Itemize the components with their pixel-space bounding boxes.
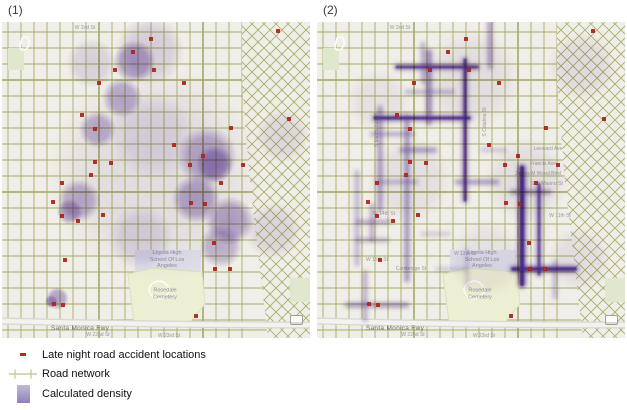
legend-item-accidents: Late night road accident locations <box>4 345 206 364</box>
accident-dot <box>518 202 522 206</box>
accident-dot <box>375 181 379 185</box>
accident-dot <box>424 161 428 165</box>
accident-dot <box>367 302 371 306</box>
accident-dot <box>172 143 176 147</box>
accident-dot <box>504 201 508 205</box>
accident-dot <box>591 29 595 33</box>
accident-dot <box>63 258 67 262</box>
map-panel-1: W 2nd St Loyola High School Of Los Angele… <box>2 22 310 338</box>
accident-dot <box>101 213 105 217</box>
accident-dot <box>201 154 205 158</box>
accident-dot <box>408 127 412 131</box>
legend-item-density: Calculated density <box>4 383 206 405</box>
accident-dot <box>412 81 416 85</box>
accident-dot <box>467 68 471 72</box>
accident-dot <box>131 50 135 54</box>
accident-point-icon <box>20 353 26 356</box>
basemap-corner-icon <box>605 315 618 325</box>
density-gradient-icon <box>16 385 30 403</box>
accident-dot <box>189 201 193 205</box>
legend-label-road-network: Road network <box>42 367 110 380</box>
legend-label-accidents: Late night road accident locations <box>42 348 206 361</box>
accident-dot <box>408 160 412 164</box>
accident-dot <box>52 302 56 306</box>
accident-dot <box>203 202 207 206</box>
accident-dot <box>194 314 198 318</box>
accident-dot <box>229 126 233 130</box>
accident-dot <box>464 37 468 41</box>
accident-dot <box>182 81 186 85</box>
accident-dot <box>376 303 380 307</box>
accident-dot <box>416 213 420 217</box>
panel-2-label: (2) <box>323 3 338 17</box>
accident-dot <box>528 267 532 271</box>
legend-label-density: Calculated density <box>42 388 132 400</box>
accident-dot <box>503 163 507 167</box>
accident-dot <box>404 173 408 177</box>
accident-dot <box>446 50 450 54</box>
accident-dot <box>113 68 117 72</box>
legend: Late night road accident locations Road … <box>4 345 206 405</box>
accident-dot <box>93 127 97 131</box>
accident-dot <box>188 163 192 167</box>
accident-dot <box>287 117 291 121</box>
accident-dot <box>80 113 84 117</box>
accident-dot <box>276 29 280 33</box>
accident-dot <box>213 267 217 271</box>
accident-dot <box>487 143 491 147</box>
panel-1-label: (1) <box>8 3 23 17</box>
accident-dot <box>375 214 379 218</box>
accident-dot <box>395 113 399 117</box>
legend-item-road-network: Road network <box>4 364 206 383</box>
accident-dot <box>97 81 101 85</box>
road-network-layer <box>2 22 310 338</box>
accident-dot <box>109 161 113 165</box>
accident-dot <box>228 267 232 271</box>
accident-dot <box>61 303 65 307</box>
accident-dot <box>534 181 538 185</box>
accident-dot <box>89 173 93 177</box>
accident-dot <box>391 219 395 223</box>
accident-dot <box>602 117 606 121</box>
accident-dot <box>241 163 245 167</box>
accident-dot <box>544 126 548 130</box>
accident-dot <box>378 258 382 262</box>
accident-dot <box>509 314 513 318</box>
accident-dot <box>428 68 432 72</box>
accident-dot <box>543 267 547 271</box>
accident-dot <box>149 37 153 41</box>
accident-dot <box>93 160 97 164</box>
accident-dot <box>527 241 531 245</box>
map-panel-2: W 2nd St Loyola High School Of Los Angele… <box>317 22 625 338</box>
accident-dot <box>60 181 64 185</box>
accident-dot <box>497 81 501 85</box>
accident-dot <box>212 241 216 245</box>
accident-dot <box>219 181 223 185</box>
road-network-layer <box>317 22 625 338</box>
accident-dot <box>51 200 55 204</box>
accident-dot <box>152 68 156 72</box>
accident-dot <box>366 200 370 204</box>
accident-dot <box>76 219 80 223</box>
accident-dot <box>556 163 560 167</box>
accident-dot <box>60 214 64 218</box>
road-network-icon <box>9 369 37 378</box>
basemap-corner-icon <box>290 315 303 325</box>
accident-dot <box>516 154 520 158</box>
